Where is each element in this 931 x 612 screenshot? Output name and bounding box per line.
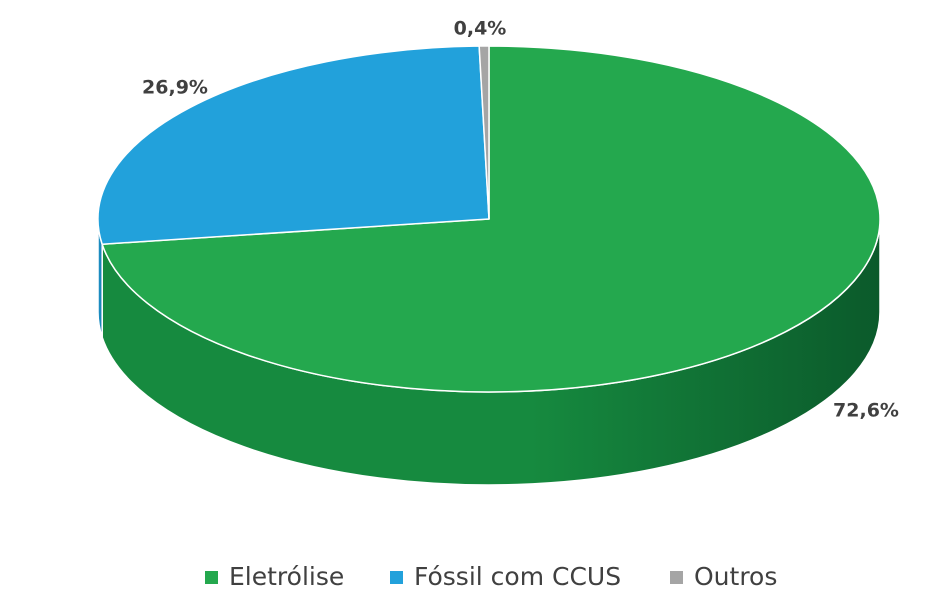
legend-swatch-eletrolise — [205, 571, 218, 584]
pie-slice-outros — [478, 45, 490, 220]
legend-swatch-fossil-com-ccus — [390, 571, 403, 584]
data-label-fossil-com-ccus: 26,9% — [142, 77, 208, 99]
data-label-outros: 0,4% — [454, 18, 507, 40]
pie-slice-eletrolise — [101, 45, 881, 393]
legend-swatch-outros — [670, 571, 683, 584]
legend: Eletrólise Fóssil com CCUS Outros — [205, 562, 777, 591]
legend-item-fossil-com-ccus: Fóssil com CCUS — [390, 562, 621, 591]
legend-label-outros: Outros — [694, 562, 777, 591]
data-label-eletrolise: 72,6% — [833, 400, 899, 422]
pie-slice-fossil-com-ccus — [97, 45, 490, 245]
pie-slices — [97, 45, 881, 393]
legend-item-eletrolise: Eletrólise — [205, 562, 344, 591]
legend-label-fossil-com-ccus: Fóssil com CCUS — [414, 562, 621, 591]
legend-item-outros: Outros — [670, 562, 777, 591]
data-labels: 72,6% 26,9% 0,4% — [142, 18, 899, 422]
legend-label-eletrolise: Eletrólise — [229, 562, 344, 591]
